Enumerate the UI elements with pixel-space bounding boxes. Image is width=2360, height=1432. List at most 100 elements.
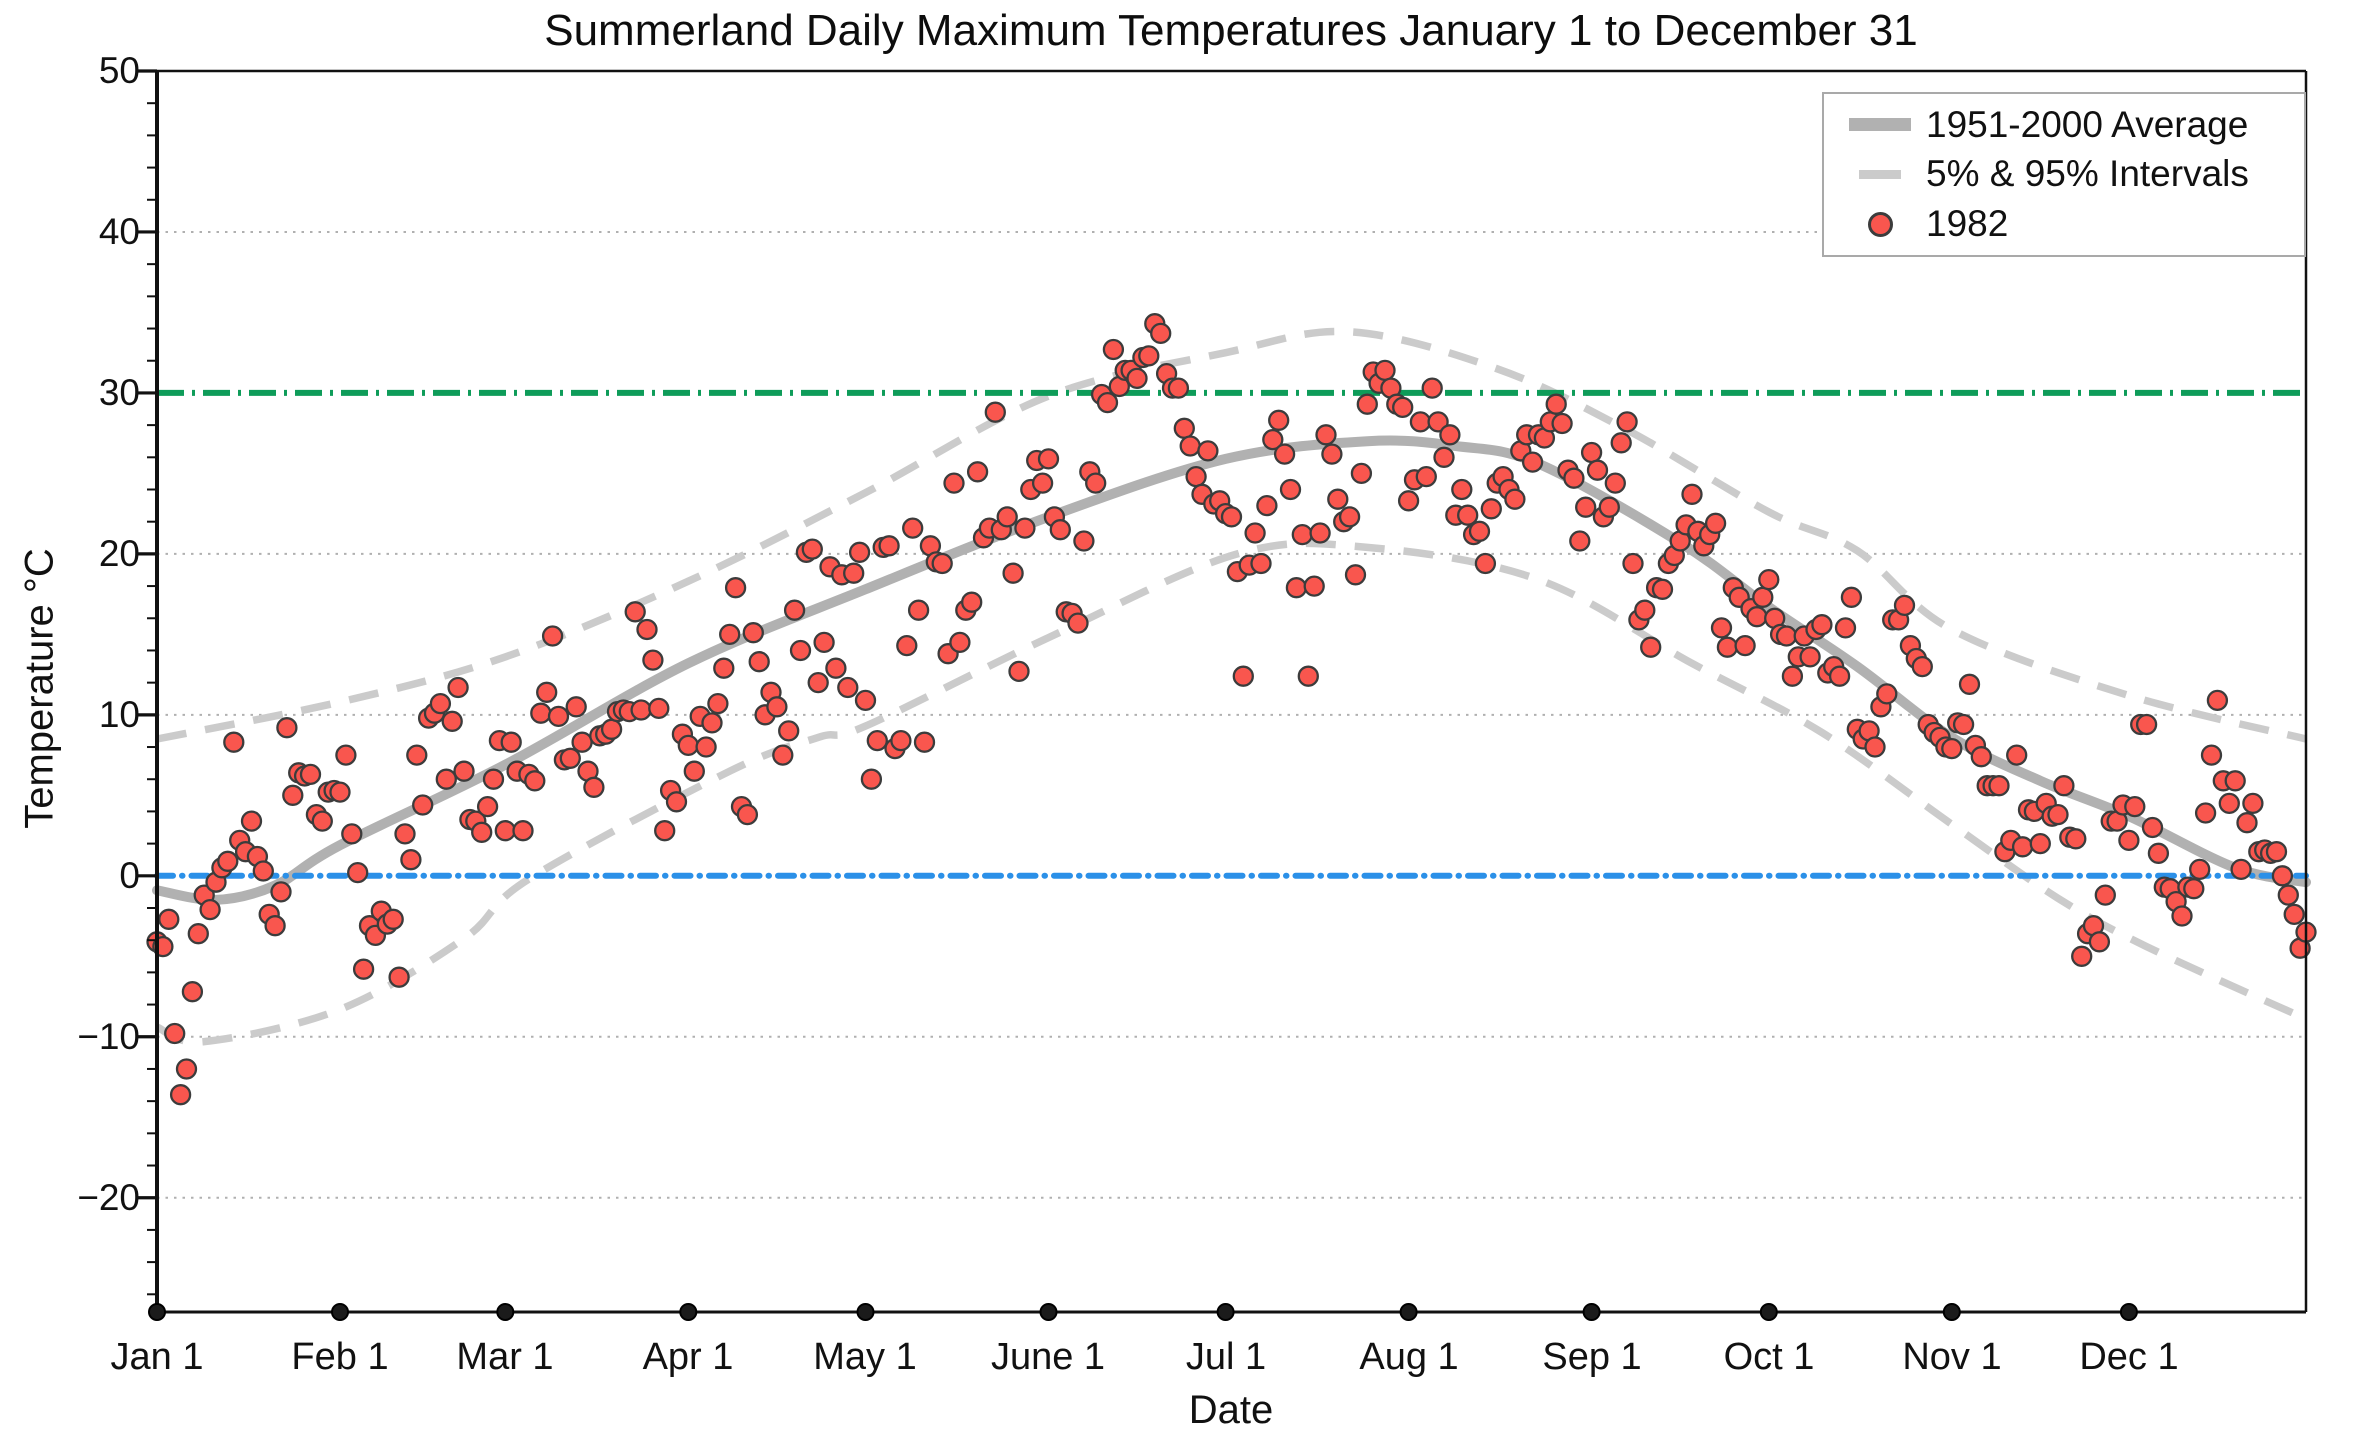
scatter-point — [1250, 552, 1272, 575]
scatter-point — [789, 639, 812, 662]
scatter-point — [1545, 393, 1567, 415]
scatter-point — [1220, 506, 1243, 528]
scatter-point — [2053, 775, 2075, 797]
scatter-point — [2047, 803, 2069, 826]
x-tick-label-nov: Nov 1 — [1902, 1336, 2002, 1378]
scatter-point — [282, 784, 304, 806]
scatter-point — [1392, 396, 1414, 419]
scatter-point — [1569, 530, 1591, 552]
scatter-point — [187, 923, 209, 945]
scatter-point — [1073, 530, 1095, 552]
scatter-point — [1952, 713, 1975, 736]
scatter-point — [2147, 842, 2170, 864]
x-axis-month-dot — [1039, 1303, 1058, 1321]
scatter-point — [453, 760, 475, 782]
scatter-point — [2183, 878, 2205, 900]
x-tick-label-jun: June 1 — [990, 1336, 1106, 1378]
scatter-point — [264, 915, 286, 937]
scatter-point — [352, 958, 375, 980]
scatter-point — [966, 461, 989, 483]
scatter-point — [1504, 488, 1526, 510]
scatter-point — [878, 535, 900, 557]
scatter-point — [907, 599, 930, 621]
scatter-point — [2206, 689, 2229, 712]
x-axis-title: Date — [1188, 1388, 1274, 1432]
legend: 1951-2000 Average 5% & 95% Intervals 198… — [1822, 92, 2306, 257]
scatter-point — [240, 810, 263, 832]
scatter-point — [1421, 377, 1443, 399]
scatter-point — [1622, 552, 1644, 575]
scatter-point — [931, 552, 953, 575]
scatter-point — [913, 731, 936, 753]
scatter-point — [2071, 945, 2093, 967]
scatter-point — [559, 747, 581, 769]
scatter-point — [766, 696, 788, 718]
scatter-point — [199, 898, 221, 921]
scatter-point — [1350, 462, 1373, 485]
scatter-point — [1893, 594, 1916, 617]
scatter-point — [1970, 746, 1992, 768]
scatter-point — [848, 541, 871, 563]
scatter-point — [1575, 496, 1597, 518]
scatter-point — [1315, 424, 1337, 446]
scatter-point — [1439, 424, 1461, 446]
scatter-point — [1008, 660, 1030, 683]
scatter-point — [1138, 345, 1160, 367]
scatter-point — [435, 768, 457, 790]
scatter-point — [1297, 665, 1319, 687]
scatter-point — [1433, 446, 1455, 468]
scatter-point — [1126, 367, 1148, 390]
scatter-point — [683, 760, 705, 782]
scatter-point — [1397, 490, 1420, 512]
scatter-point — [2189, 858, 2211, 881]
x-axis-month-dot — [1582, 1303, 1601, 1321]
scatter-point — [164, 1022, 186, 1045]
scatter-point — [1811, 614, 1833, 636]
scatter-point — [494, 820, 516, 842]
scatter-point — [1598, 496, 1620, 518]
scatter-point — [299, 763, 322, 786]
scatter-point — [1096, 391, 1119, 414]
scatter-point — [1480, 498, 1502, 520]
scatter-point — [707, 692, 729, 715]
scatter-point — [813, 631, 835, 654]
x-tick-label-jan: Jan 1 — [110, 1336, 204, 1378]
average-line-swatch — [1834, 118, 1926, 132]
scatter-point — [1049, 519, 1071, 541]
scatter-point — [949, 631, 971, 654]
scatter-point — [541, 625, 564, 647]
scatter-point — [583, 776, 605, 798]
scatter-point — [902, 517, 924, 539]
scatter-point — [1256, 494, 1278, 517]
scatter-point — [890, 729, 912, 752]
scatter-point — [547, 705, 570, 728]
x-axis-month-dot — [1216, 1303, 1235, 1321]
scatter-point — [394, 823, 416, 845]
scatter-point — [1415, 465, 1437, 488]
scatter-point — [2171, 905, 2193, 927]
scatter-point — [1067, 612, 1089, 634]
scatter-point — [1102, 338, 1125, 361]
scatter-point — [807, 671, 829, 694]
scatter-point — [1303, 575, 1325, 597]
scatter-point — [1085, 472, 1107, 494]
scatter-point — [2218, 792, 2240, 815]
x-axis-month-dot — [496, 1303, 515, 1321]
legend-label-1982: 1982 — [1926, 203, 2009, 245]
scatter-point — [2124, 795, 2146, 818]
scatter-point — [1185, 465, 1207, 488]
scatter-point — [1338, 506, 1361, 528]
scatter-point — [2094, 884, 2116, 906]
scatter-point — [2271, 865, 2294, 887]
scatter-point — [2088, 931, 2111, 953]
scatter-point — [1634, 599, 1656, 621]
chart-title: Summerland Daily Maximum Temperatures Ja… — [544, 6, 1918, 55]
scatter-point — [742, 622, 764, 644]
scatter-point — [2118, 829, 2140, 852]
scatter-point — [1285, 577, 1308, 599]
scatter-point — [843, 562, 865, 584]
scatter-point — [2277, 884, 2299, 906]
scatter-point — [1344, 564, 1367, 586]
scatter-point — [565, 696, 587, 718]
scatter-point — [276, 717, 298, 739]
